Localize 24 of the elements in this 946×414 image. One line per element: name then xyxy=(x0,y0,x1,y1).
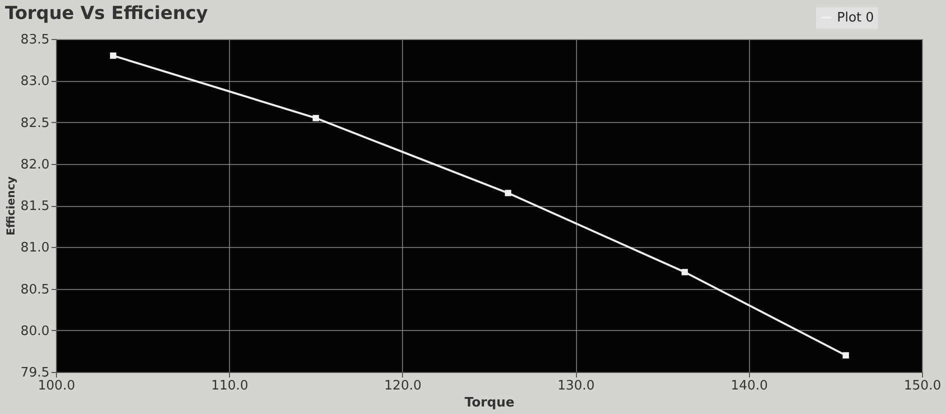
y-tick-label: 81.5 xyxy=(20,199,50,214)
y-tick-label: 80.5 xyxy=(20,282,50,298)
point xyxy=(504,190,512,196)
y-axis-title: Efficiency xyxy=(4,176,18,236)
y-tick-label: 82.5 xyxy=(20,116,50,131)
y-tick-label: 81.0 xyxy=(20,240,50,256)
x-tick-label: 120.0 xyxy=(384,378,422,394)
point xyxy=(682,268,688,276)
y-tick-label: 82.0 xyxy=(20,157,50,172)
y-tick-label: 80.0 xyxy=(20,324,50,339)
y-tick-label: 83.0 xyxy=(20,74,50,90)
x-tick-label: 150.0 xyxy=(904,378,942,394)
x-tick-label: 110.0 xyxy=(211,378,248,394)
chart-title: Torque Vs Efficiency xyxy=(5,3,208,24)
x-axis-title: Torque xyxy=(464,396,515,410)
y-tick-label: 79.5 xyxy=(20,366,50,380)
x-tick-label: 130.0 xyxy=(557,378,595,394)
point xyxy=(110,52,116,59)
point xyxy=(842,352,849,359)
legend-label: Plot 0 xyxy=(837,10,874,26)
point xyxy=(312,114,319,122)
x-tick-label: 140.0 xyxy=(730,378,768,394)
y-tick-label: 83.5 xyxy=(20,32,50,48)
x-tick-label: 100.0 xyxy=(38,378,76,394)
